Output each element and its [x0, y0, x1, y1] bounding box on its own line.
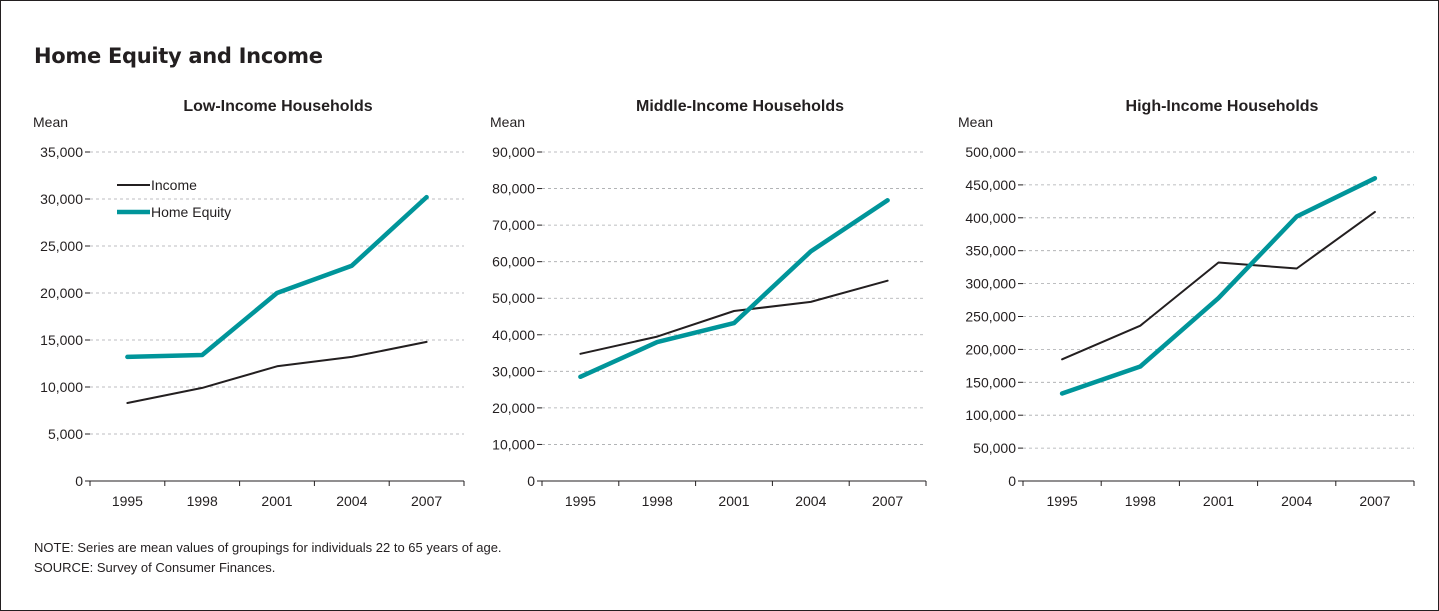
y-tick-label: 0 [75, 473, 83, 489]
y-tick-label: 500,000 [965, 144, 1016, 160]
y-tick-label: 10,000 [492, 436, 535, 452]
chart-title: Middle-Income Households [636, 98, 844, 115]
x-tick-label: 2004 [336, 493, 367, 509]
y-tick-label: 10,000 [40, 379, 83, 395]
panel-high-income: High-Income Households Mean 0 50,000 100,000… [958, 98, 1415, 509]
y-tick-label: 300,000 [965, 276, 1016, 292]
series-line-income [579, 279, 889, 355]
legend-label-income: Income [151, 177, 197, 193]
y-tick-label: 30,000 [492, 363, 535, 379]
y-tick-label: 60,000 [492, 254, 535, 270]
panel-middle-income: Middle-Income Households Mean 0 10,000 20,00… [490, 98, 927, 509]
panel-low-income: Low-Income Households Mean 0 5,000 10,000 15,… [33, 98, 465, 509]
x-tick-label: 1998 [642, 493, 673, 509]
series-line-home-equity [578, 198, 890, 380]
y-tick-label: 25,000 [40, 238, 83, 254]
y-tick-label: 0 [527, 473, 535, 489]
legend-label-home-equity: Home Equity [151, 204, 231, 220]
y-axis-label: Mean [33, 114, 68, 130]
y-tick-label: 50,000 [973, 440, 1016, 456]
series-line-income [1061, 210, 1376, 361]
x-tick-label: 2004 [795, 493, 826, 509]
y-tick-label: 90,000 [492, 144, 535, 160]
y-tick-label: 20,000 [40, 285, 83, 301]
x-tick-label: 2007 [411, 493, 442, 509]
y-tick-label: 0 [1008, 473, 1016, 489]
x-tick-label: 1995 [565, 493, 596, 509]
y-tick-label: 80,000 [492, 181, 535, 197]
x-tick-label: 1995 [1047, 493, 1078, 509]
y-tick-label: 40,000 [492, 327, 535, 343]
footnotes: NOTE: Series are mean values of grouping… [34, 538, 502, 578]
y-tick-label: 200,000 [965, 341, 1016, 357]
y-tick-label: 5,000 [48, 426, 83, 442]
x-tick-label: 1998 [187, 493, 218, 509]
y-tick-label: 100,000 [965, 407, 1016, 423]
y-axis-label: Mean [490, 114, 525, 130]
series-line-home-equity [1059, 176, 1378, 396]
x-tick-label: 1995 [112, 493, 143, 509]
x-tick-label: 2007 [1359, 493, 1390, 509]
y-tick-label: 150,000 [965, 374, 1016, 390]
y-tick-label: 450,000 [965, 177, 1016, 193]
note-text: NOTE: Series are mean values of grouping… [34, 540, 502, 555]
series-line-income [126, 340, 428, 404]
y-tick-label: 70,000 [492, 217, 535, 233]
source-text: SOURCE: Survey of Consumer Finances. [34, 560, 276, 575]
y-tick-label: 20,000 [492, 400, 535, 416]
y-tick-label: 50,000 [492, 290, 535, 306]
x-tick-label: 2001 [718, 493, 749, 509]
chart-title: Low-Income Households [183, 98, 372, 115]
y-tick-label: 250,000 [965, 309, 1016, 325]
x-tick-label: 2007 [872, 493, 903, 509]
y-tick-label: 15,000 [40, 332, 83, 348]
y-axis-label: Mean [958, 114, 993, 130]
figure-title: Home Equity and Income [34, 44, 323, 68]
chart-title: High-Income Households [1126, 98, 1319, 115]
y-tick-label: 400,000 [965, 210, 1016, 226]
y-tick-label: 30,000 [40, 191, 83, 207]
y-tick-label: 350,000 [965, 243, 1016, 259]
x-tick-label: 1998 [1125, 493, 1156, 509]
y-tick-label: 35,000 [40, 144, 83, 160]
x-tick-label: 2001 [1203, 493, 1234, 509]
x-tick-label: 2004 [1281, 493, 1312, 509]
x-tick-label: 2001 [261, 493, 292, 509]
series-line-home-equity [125, 194, 429, 360]
